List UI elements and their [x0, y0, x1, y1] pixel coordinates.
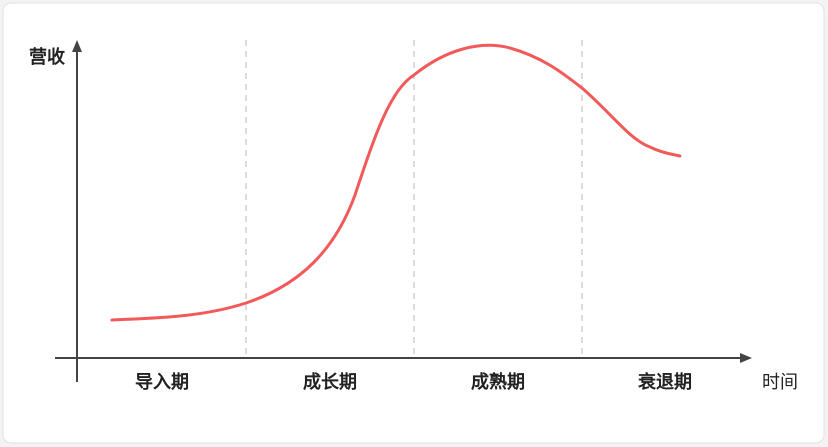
y-axis-arrow	[72, 40, 82, 52]
stage-label: 成熟期	[471, 371, 525, 393]
x-axis-arrow	[740, 353, 752, 363]
stage-label: 成长期	[303, 371, 357, 393]
stage-label: 衰退期	[637, 371, 692, 393]
x-axis-label: 时间	[762, 372, 798, 393]
stage-dividers	[245, 40, 583, 358]
stage-label: 导入期	[135, 372, 189, 393]
lifecycle-curve	[110, 43, 682, 322]
y-axis-label: 营收	[29, 46, 65, 68]
